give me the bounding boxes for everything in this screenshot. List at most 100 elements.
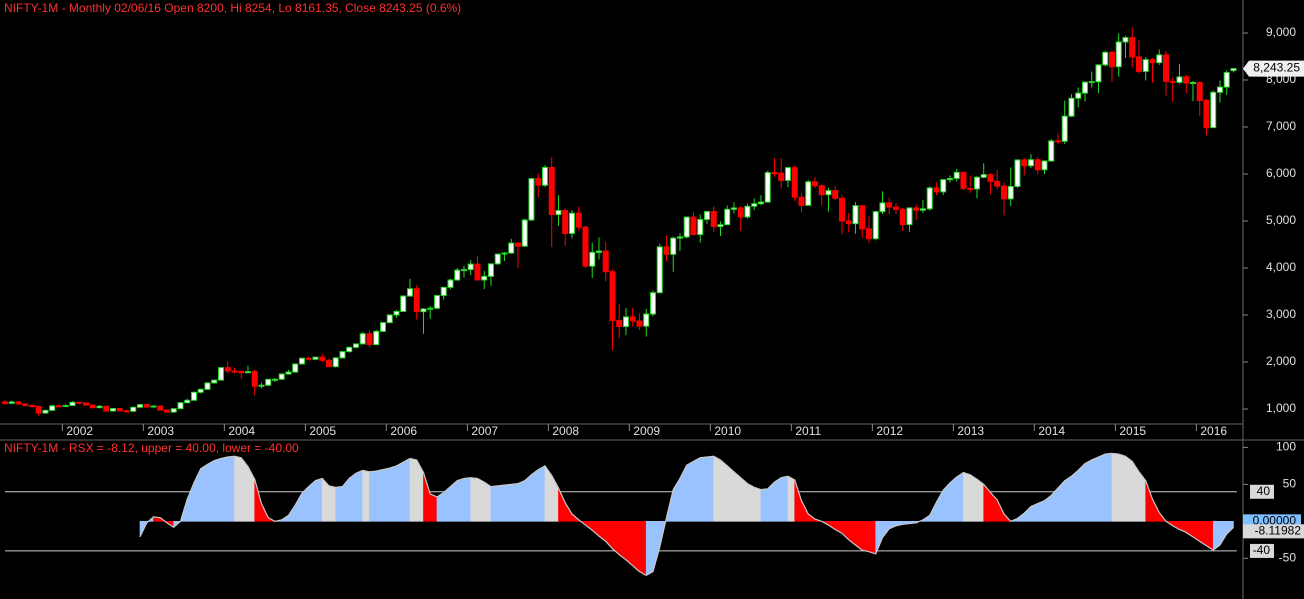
rsx-segment bbox=[375, 469, 384, 522]
candle-body bbox=[244, 371, 251, 374]
lower-box bbox=[1250, 543, 1274, 558]
rsx-segment bbox=[956, 471, 964, 522]
candle-body bbox=[231, 370, 238, 373]
rsx-segment bbox=[490, 485, 499, 522]
rsx-segment bbox=[1091, 456, 1099, 522]
rsx-segment bbox=[699, 456, 708, 522]
candle-body bbox=[1000, 185, 1007, 200]
y-tick-label: 50 bbox=[1283, 477, 1297, 491]
candle-body bbox=[832, 190, 839, 199]
candle-body bbox=[136, 404, 143, 408]
x-tick-label: 2005 bbox=[309, 424, 336, 438]
candle-body bbox=[278, 373, 285, 380]
rsx-segment bbox=[1098, 453, 1106, 522]
rsx-segment bbox=[639, 521, 647, 576]
candle-body bbox=[49, 405, 56, 411]
candle-body bbox=[643, 313, 650, 327]
candle-body bbox=[636, 320, 643, 327]
rsx-segment bbox=[1104, 452, 1113, 522]
candle-body bbox=[724, 208, 731, 226]
rsx-title: NIFTY-1M - RSX = -8.12, upper = 40.00, l… bbox=[4, 441, 299, 455]
rsx-segment bbox=[726, 465, 735, 522]
rsx-segment bbox=[1111, 452, 1120, 522]
candle-body bbox=[744, 205, 751, 218]
candle-body bbox=[1102, 51, 1109, 66]
last-value-label: -8.11982 bbox=[1255, 524, 1302, 538]
rsx-segment bbox=[463, 477, 472, 522]
candle-body bbox=[791, 167, 798, 198]
y-tick-label: 1,000 bbox=[1266, 401, 1296, 415]
rsx-line bbox=[139, 452, 1234, 577]
candle-body bbox=[319, 356, 326, 361]
candle-body bbox=[676, 236, 683, 239]
candle-body bbox=[352, 343, 359, 348]
candle-body bbox=[204, 382, 211, 390]
candle-body bbox=[177, 402, 184, 410]
candle-body bbox=[656, 246, 663, 294]
candle-body bbox=[946, 177, 953, 181]
candle-body bbox=[602, 250, 609, 273]
candle-body bbox=[987, 174, 994, 182]
candle-body bbox=[541, 166, 548, 186]
candle-body bbox=[994, 180, 1001, 187]
rsx-segment bbox=[963, 472, 971, 522]
rsx-segment bbox=[409, 458, 418, 522]
rsx-segment bbox=[632, 521, 640, 573]
candle-body bbox=[865, 228, 872, 240]
candle-body bbox=[784, 167, 791, 181]
candle-body bbox=[339, 351, 346, 359]
candle-body bbox=[8, 401, 15, 404]
rsx-segment bbox=[976, 478, 985, 522]
candle-body bbox=[595, 250, 602, 253]
candle-body bbox=[737, 207, 744, 218]
candle-body bbox=[555, 209, 562, 216]
x-tick-label: 2009 bbox=[633, 424, 660, 438]
y-tick-label: 0.00000 bbox=[1253, 514, 1297, 528]
candle-body bbox=[433, 295, 440, 309]
candle-body bbox=[406, 288, 413, 297]
candle-body bbox=[771, 172, 778, 175]
candle-body bbox=[1149, 59, 1156, 64]
x-tick-label: 2010 bbox=[714, 424, 741, 438]
candle-body bbox=[690, 216, 697, 236]
lower-label: -40 bbox=[1253, 543, 1271, 557]
rsx-segment bbox=[861, 521, 870, 553]
candle-body bbox=[82, 402, 89, 406]
rsx-segment bbox=[470, 477, 478, 522]
rsx-segment bbox=[456, 478, 465, 522]
candle-body bbox=[157, 405, 164, 411]
rsx-segment bbox=[706, 455, 715, 522]
candle-body bbox=[913, 207, 920, 211]
candle-body bbox=[1041, 160, 1048, 171]
rsx-segment bbox=[200, 463, 208, 522]
rsx-segment bbox=[686, 460, 694, 522]
candle-body bbox=[825, 190, 832, 196]
y-tick-label: 3,000 bbox=[1266, 307, 1296, 321]
candle-body bbox=[325, 359, 332, 368]
candle-body bbox=[805, 181, 812, 206]
rsx-segment bbox=[774, 477, 782, 522]
candle-body bbox=[487, 263, 494, 277]
rsx-segment bbox=[240, 456, 249, 522]
rsx-segment bbox=[517, 480, 526, 522]
x-tick-label: 2012 bbox=[876, 424, 903, 438]
upper-box bbox=[1250, 484, 1274, 499]
rsx-segment bbox=[969, 474, 978, 522]
last-value-box bbox=[1243, 524, 1304, 539]
x-tick-label: 2002 bbox=[66, 424, 93, 438]
candle-body bbox=[130, 406, 137, 412]
candle-body bbox=[872, 211, 879, 240]
candle-body bbox=[629, 316, 636, 322]
x-tick-label: 2015 bbox=[1119, 424, 1146, 438]
candle-body bbox=[589, 251, 596, 267]
candle-body bbox=[1014, 159, 1021, 187]
candle-body bbox=[980, 174, 987, 178]
y-tick-label: 4,000 bbox=[1266, 260, 1296, 274]
candle-body bbox=[1034, 159, 1041, 171]
candle-body bbox=[35, 406, 42, 414]
candle-body bbox=[1196, 82, 1203, 101]
candle-body bbox=[670, 237, 677, 255]
candle-body bbox=[224, 367, 231, 372]
rsx-segment bbox=[450, 480, 458, 522]
